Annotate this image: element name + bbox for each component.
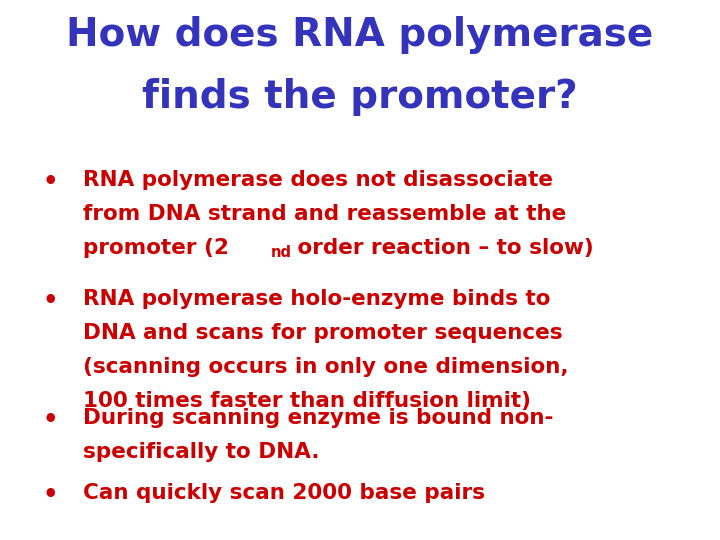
Text: DNA and scans for promoter sequences: DNA and scans for promoter sequences (83, 323, 562, 343)
Text: During scanning enzyme is bound non-: During scanning enzyme is bound non- (83, 408, 553, 428)
Text: promoter (2: promoter (2 (83, 238, 229, 258)
Text: How does RNA polymerase: How does RNA polymerase (66, 16, 654, 54)
Text: RNA polymerase holo-enzyme binds to: RNA polymerase holo-enzyme binds to (83, 289, 550, 309)
Text: nd: nd (271, 245, 292, 260)
Text: 100 times faster than diffusion limit): 100 times faster than diffusion limit) (83, 391, 531, 411)
Text: nd: nd (271, 245, 292, 260)
Text: finds the promoter?: finds the promoter? (142, 78, 578, 116)
Text: •: • (42, 408, 58, 431)
Text: (scanning occurs in only one dimension,: (scanning occurs in only one dimension, (83, 357, 568, 377)
Text: •: • (42, 289, 58, 313)
Text: order reaction – to slow): order reaction – to slow) (289, 238, 593, 258)
Text: •: • (42, 170, 58, 194)
Text: specifically to DNA.: specifically to DNA. (83, 442, 319, 462)
Text: RNA polymerase does not disassociate: RNA polymerase does not disassociate (83, 170, 553, 190)
Text: •: • (42, 483, 58, 507)
Text: from DNA strand and reassemble at the: from DNA strand and reassemble at the (83, 204, 566, 224)
Text: Can quickly scan 2000 base pairs: Can quickly scan 2000 base pairs (83, 483, 485, 503)
